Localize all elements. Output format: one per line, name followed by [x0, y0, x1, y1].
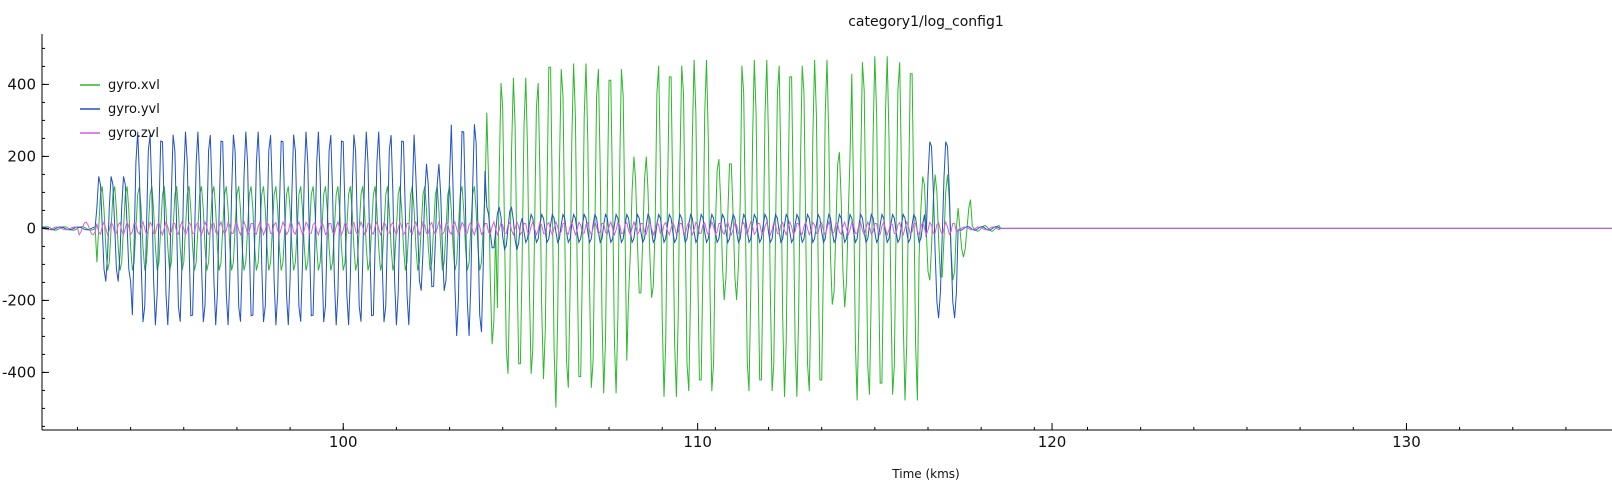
x-tick-label: 110 — [683, 433, 712, 451]
x-tick-label: 100 — [329, 433, 358, 451]
y-tick-label: 400 — [7, 75, 36, 93]
x-tick-label: 130 — [1392, 433, 1421, 451]
chart-title: category1/log_config1 — [848, 14, 1004, 30]
y-tick-label: -200 — [2, 291, 36, 309]
x-axis-ticks: 100 110 120 130 — [76, 423, 1567, 451]
legend: gyro.xvl gyro.yvl gyro.zvl — [80, 78, 160, 141]
legend-label: gyro.yvl — [108, 102, 160, 117]
series-line-gyro.xvl — [41, 56, 1612, 408]
series-group — [41, 56, 1612, 408]
y-axis-ticks: -400 -200 0 200 400 — [2, 47, 49, 427]
legend-label: gyro.zvl — [108, 126, 159, 141]
x-tick-label: 120 — [1038, 433, 1067, 451]
y-tick-label: 200 — [7, 147, 36, 165]
series-line-gyro.zvl — [41, 220, 1612, 237]
x-axis-title: Time (kms) — [891, 467, 959, 481]
legend-label: gyro.xvl — [108, 78, 160, 93]
y-tick-label: -400 — [2, 363, 36, 381]
y-tick-label: 0 — [26, 219, 36, 237]
